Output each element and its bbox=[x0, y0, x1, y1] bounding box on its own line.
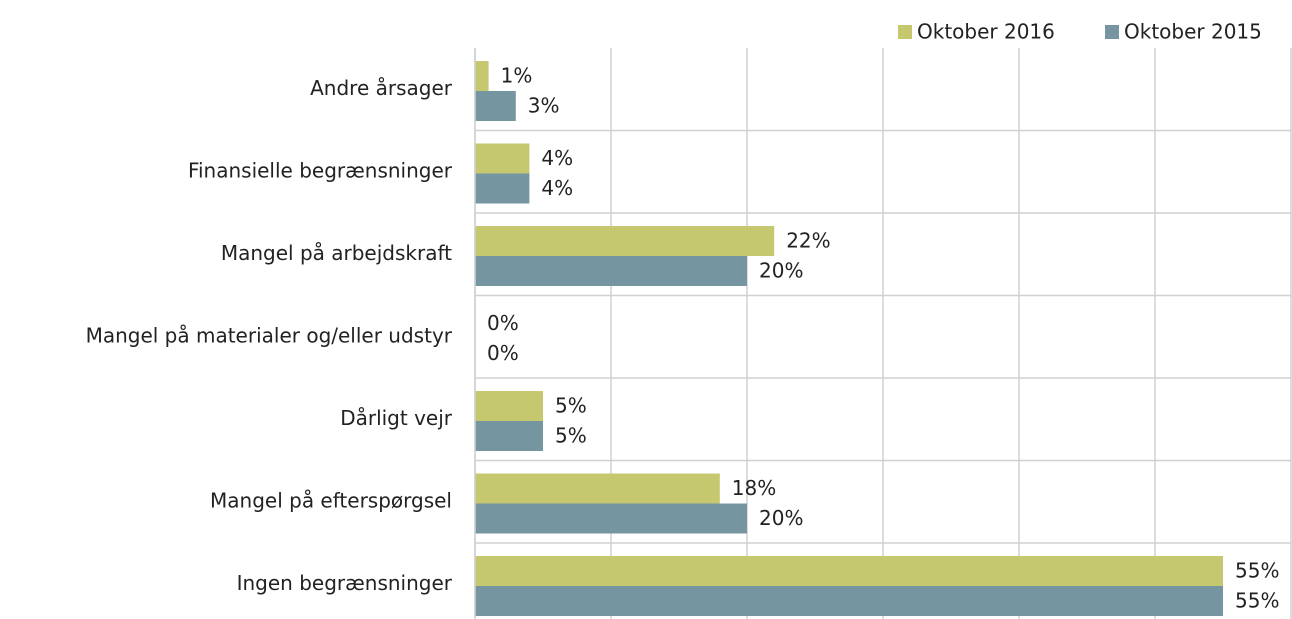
bar bbox=[475, 586, 1223, 616]
y-tick-label: Andre årsager bbox=[310, 76, 453, 100]
data-label: 20% bbox=[759, 259, 803, 283]
bar bbox=[475, 503, 747, 534]
legend-label: Oktober 2015 bbox=[1124, 20, 1262, 44]
data-label: 18% bbox=[732, 476, 776, 500]
data-label: 20% bbox=[759, 506, 803, 530]
data-label: 4% bbox=[541, 176, 573, 200]
bar bbox=[475, 91, 516, 121]
y-tick-label: Finansielle begrænsninger bbox=[188, 158, 453, 182]
bar bbox=[475, 226, 775, 256]
legend-swatch bbox=[898, 25, 912, 39]
data-label: 4% bbox=[541, 146, 573, 170]
data-label: 1% bbox=[501, 64, 533, 88]
y-tick-label: Mangel på materialer og/eller udstyr bbox=[86, 323, 453, 347]
y-tick-label: Mangel på arbejdskraft bbox=[221, 241, 452, 265]
data-label: 55% bbox=[1235, 559, 1279, 583]
y-tick-label: Mangel på efterspørgsel bbox=[210, 488, 452, 512]
data-label: 0% bbox=[487, 311, 519, 335]
data-label: 0% bbox=[487, 341, 519, 365]
bar bbox=[475, 143, 530, 174]
data-label: 55% bbox=[1235, 589, 1279, 613]
y-tick-label: Dårligt vejr bbox=[340, 406, 453, 430]
data-label: 22% bbox=[786, 229, 830, 253]
bar bbox=[475, 556, 1223, 586]
bar bbox=[475, 391, 543, 421]
data-label: 3% bbox=[528, 94, 560, 118]
bar bbox=[475, 61, 489, 91]
legend-label: Oktober 2016 bbox=[917, 20, 1055, 44]
bar bbox=[475, 256, 747, 286]
bar bbox=[475, 173, 530, 204]
y-tick-label: Ingen begrænsninger bbox=[237, 571, 453, 595]
data-label: 5% bbox=[555, 424, 587, 448]
bar bbox=[475, 473, 720, 504]
bar bbox=[475, 421, 543, 451]
data-label: 5% bbox=[555, 394, 587, 418]
legend-swatch bbox=[1105, 25, 1119, 39]
